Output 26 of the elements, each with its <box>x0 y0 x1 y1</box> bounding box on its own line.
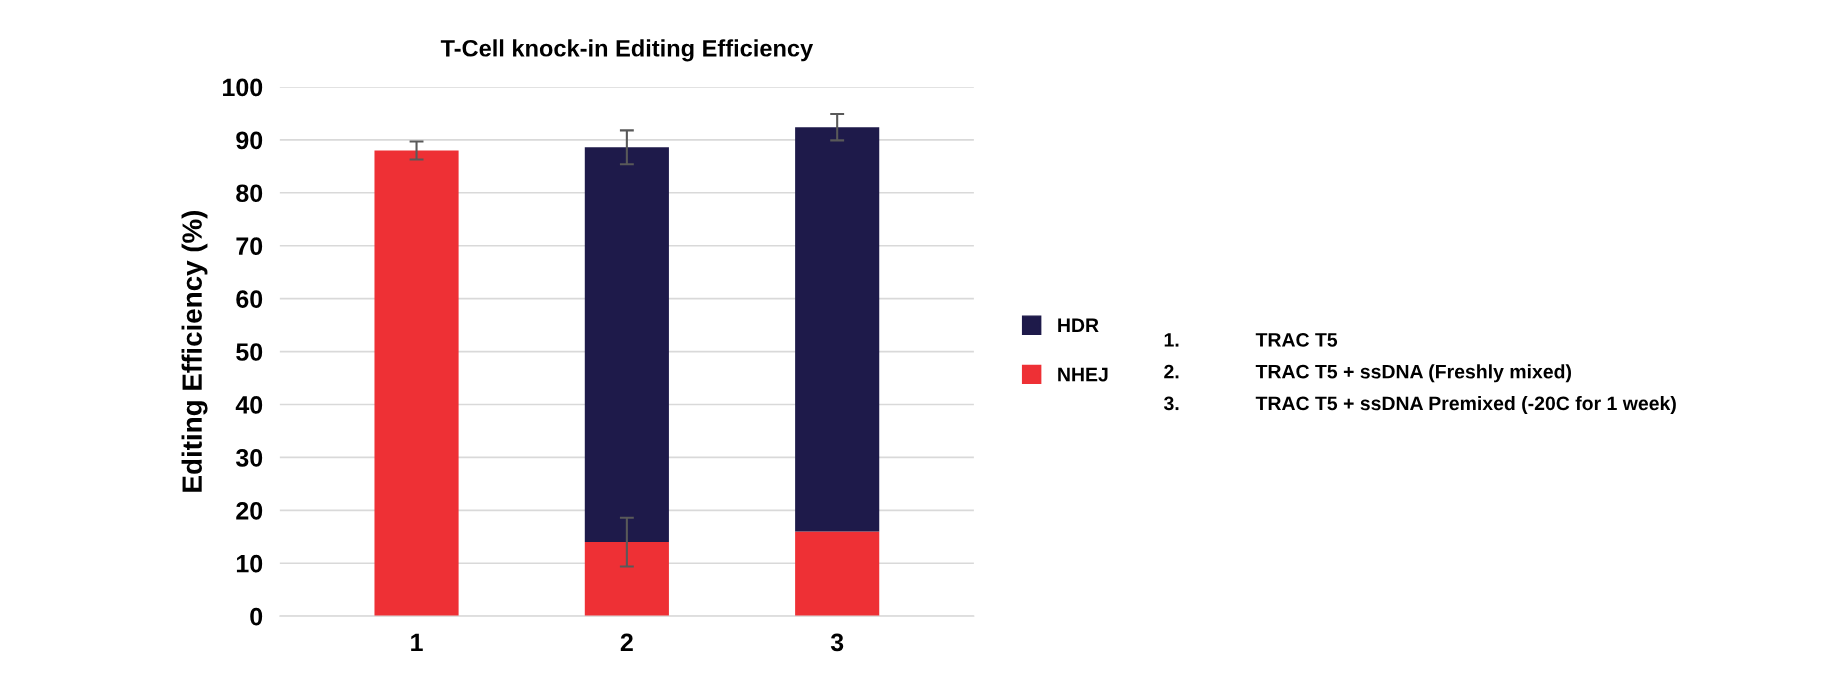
y-tick-label: 70 <box>236 237 263 256</box>
text: 3. TRAC T5 + ssDNA Premixed (-20C for 1 week) <box>1163 395 1676 415</box>
y-tick-label: 90 <box>236 131 263 150</box>
bar <box>795 531 880 617</box>
y-tick-label: 30 <box>235 449 263 467</box>
y-axis-title: Editing Efficiency (%) <box>181 210 208 492</box>
x-tick-label: 3 <box>830 633 844 652</box>
x-tick-label: 1 <box>411 633 423 651</box>
y-tick-label: 0 <box>250 607 263 626</box>
y-tick-label: 50 <box>236 343 263 361</box>
y-tick-label: 80 <box>236 184 263 203</box>
y-tick-label: 40 <box>235 396 263 414</box>
y-tick-label: 100 <box>223 78 263 97</box>
text: 2. TRAC T5 + ssDNA (Freshly mixed) <box>1164 364 1571 383</box>
text: 1. TRAC T5 <box>1164 333 1338 347</box>
bar <box>795 127 880 532</box>
y-tick-label: 60 <box>236 290 263 308</box>
chart-title: T-Cell knock-in Editing Efficiency <box>440 39 814 62</box>
x-tick-label: 2 <box>620 633 633 651</box>
y-tick-label: 10 <box>236 554 263 573</box>
bar <box>374 150 459 617</box>
bar <box>584 147 669 543</box>
y-tick-label: 20 <box>236 501 263 520</box>
bar <box>584 542 669 617</box>
legend-label: HDR <box>1058 318 1099 332</box>
legend-label: NHEJ <box>1058 367 1108 382</box>
